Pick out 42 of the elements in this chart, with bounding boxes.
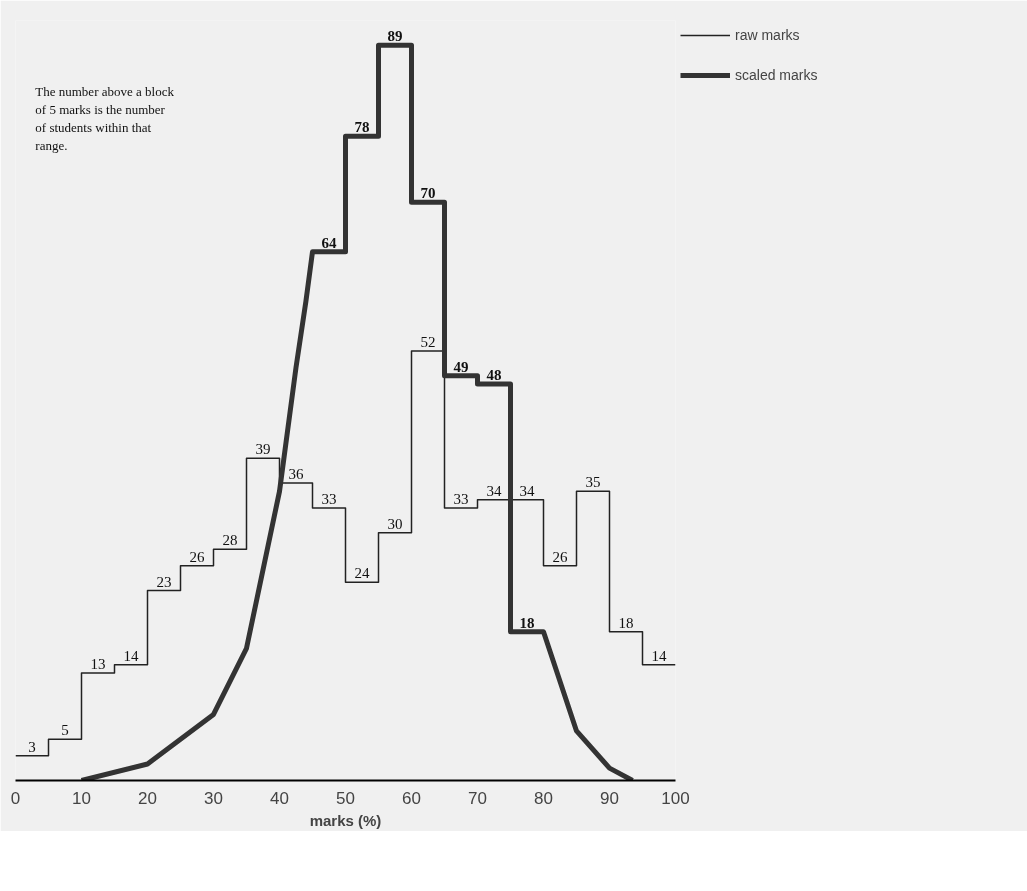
data-label: 89 xyxy=(387,28,403,45)
x-tick-label: 20 xyxy=(138,788,157,808)
x-tick-label: 0 xyxy=(10,788,21,808)
data-label: 13 xyxy=(90,656,106,673)
data-label: 30 xyxy=(387,515,403,532)
data-label: 3 xyxy=(28,738,36,755)
data-label: 35 xyxy=(585,474,601,491)
x-tick-label: 100 xyxy=(661,788,690,808)
data-label: 26 xyxy=(189,548,205,565)
data-label: 36 xyxy=(288,466,304,483)
annotation: The number above a block of 5 marks is the number of students within that range. xyxy=(35,83,175,153)
x-tick-label: 40 xyxy=(270,788,289,808)
data-label: 39 xyxy=(255,441,271,458)
x-tick-label: 80 xyxy=(534,788,553,808)
legend-label: raw marks xyxy=(735,27,800,43)
data-label: 14 xyxy=(123,647,139,664)
x-tick-label: 90 xyxy=(600,788,619,808)
data-label: 49 xyxy=(453,358,469,375)
data-label: 34 xyxy=(486,482,502,499)
x-tick-label: 10 xyxy=(72,788,91,808)
data-label: 70 xyxy=(420,185,436,202)
data-label: 5 xyxy=(61,722,69,739)
data-label: 23 xyxy=(156,573,172,590)
data-label: 14 xyxy=(651,647,667,664)
data-label: 18 xyxy=(618,614,634,631)
data-label: 33 xyxy=(453,490,469,507)
data-label: 34 xyxy=(519,482,535,499)
data-label: 64 xyxy=(321,234,337,251)
x-tick-label: 30 xyxy=(204,788,223,808)
data-label: 48 xyxy=(486,366,502,383)
data-label: 52 xyxy=(420,333,436,350)
data-label: 33 xyxy=(321,490,337,507)
data-label: 18 xyxy=(519,614,535,631)
x-tick-label: 60 xyxy=(402,788,421,808)
data-label: 78 xyxy=(354,119,370,136)
x-tick-label: 50 xyxy=(336,788,355,808)
data-label: 24 xyxy=(354,565,370,582)
x-axis-title: marks (%) xyxy=(309,811,382,829)
x-tick-label: 70 xyxy=(468,788,487,808)
data-label: 26 xyxy=(552,548,568,565)
legend-label: scaled marks xyxy=(735,67,818,83)
data-label: 28 xyxy=(222,532,238,549)
